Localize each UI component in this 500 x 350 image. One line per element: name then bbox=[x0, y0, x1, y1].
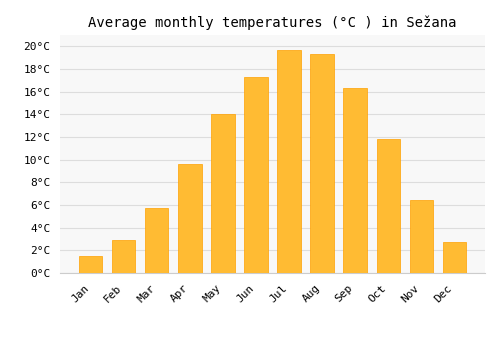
Bar bbox=[410, 201, 432, 273]
Title: Average monthly temperatures (°C ) in Sežana: Average monthly temperatures (°C ) in Se… bbox=[88, 15, 457, 30]
Bar bbox=[212, 114, 234, 273]
Bar bbox=[112, 240, 136, 273]
Bar bbox=[178, 164, 202, 273]
Bar bbox=[146, 208, 169, 273]
Bar bbox=[80, 256, 102, 273]
Bar bbox=[244, 77, 268, 273]
Bar bbox=[442, 243, 466, 273]
Bar bbox=[310, 54, 334, 273]
Bar bbox=[376, 139, 400, 273]
Bar bbox=[278, 50, 300, 273]
Bar bbox=[344, 88, 366, 273]
